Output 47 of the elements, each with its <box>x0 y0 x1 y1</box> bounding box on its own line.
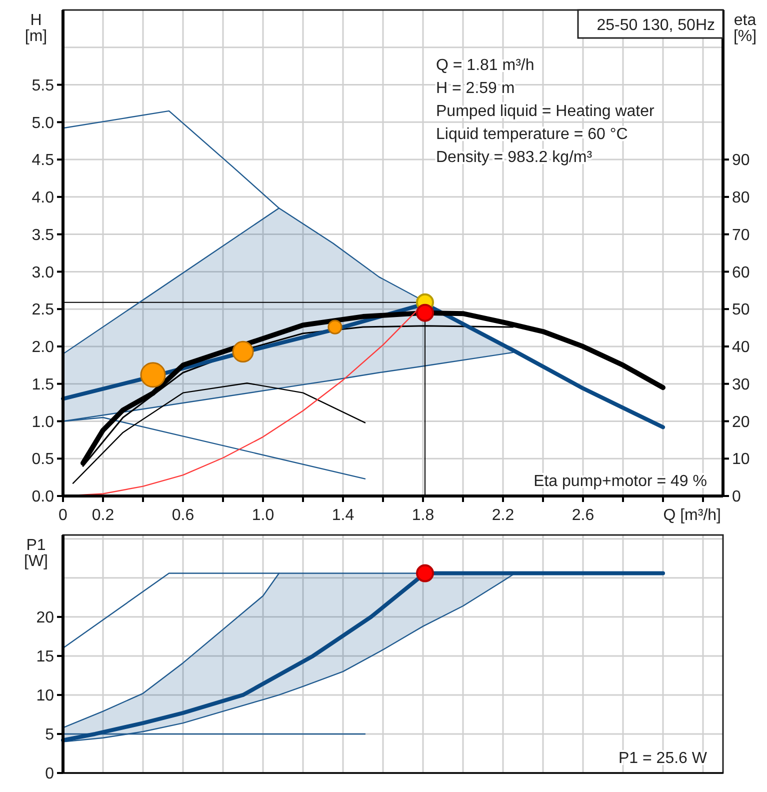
y2-tick-label: 20 <box>732 414 750 431</box>
y-tick-label: 2.0 <box>32 339 54 356</box>
annotation: Eta pump+motor = 49 % <box>534 473 707 490</box>
chart-title: 25-50 130, 50Hz <box>596 17 715 34</box>
y-tick-label: 5 <box>45 726 54 744</box>
annotation: Q = 1.81 m³/h <box>436 57 534 74</box>
y-tick-label: 1.5 <box>32 376 54 394</box>
y-axis-title: P1 [W] <box>24 537 48 570</box>
annotation: P1 = 25.6 W <box>618 750 708 767</box>
y-tick-label: 5.0 <box>32 114 54 132</box>
y2-tick-label: 70 <box>732 226 750 244</box>
y2-tick-label: 90 <box>732 152 750 170</box>
x-tick-label: 2.6 <box>572 507 594 524</box>
y-tick-label: 1.0 <box>32 414 54 431</box>
x-tick-label: 0.6 <box>172 507 194 524</box>
y-tick-label: 2.5 <box>32 302 54 319</box>
x-tick-label: 1.0 <box>252 507 274 524</box>
annotation: H = 2.59 m <box>436 80 515 97</box>
y-tick-label: 0 <box>45 766 54 783</box>
y2-tick-label: 30 <box>732 376 750 394</box>
x-tick-label: 1.4 <box>332 507 354 524</box>
x-tick-label: 2.2 <box>492 507 514 524</box>
y-tick-label: 10 <box>36 688 54 705</box>
y-tick-label: 0.0 <box>32 488 54 506</box>
y-tick-label: 0.5 <box>32 451 54 468</box>
annotation: Pumped liquid = Heating water <box>436 103 656 120</box>
x-axis-title: Q [m³/h] <box>663 507 721 524</box>
y2-tick-label: 40 <box>732 339 750 356</box>
y2-tick-label: 50 <box>732 302 750 319</box>
y-tick-label: 15 <box>36 648 54 666</box>
y-tick-label: 5.5 <box>32 77 54 94</box>
x-tick-label: 0 <box>58 507 68 524</box>
y2-tick-label: 80 <box>732 190 750 207</box>
y-tick-label: 4.0 <box>32 190 54 207</box>
y2-tick-label: 0 <box>732 488 741 506</box>
x-tick-label: 1.8 <box>412 507 434 524</box>
y-axis-title: H [m] <box>24 12 48 45</box>
x-tick-label: 0.2 <box>92 507 114 524</box>
y2-tick-label: 10 <box>732 451 750 468</box>
y-tick-label: 20 <box>36 610 54 627</box>
annotation: Liquid temperature = 60 °C <box>436 126 628 143</box>
y-tick-label: 4.5 <box>32 152 54 170</box>
y-tick-label: 3.0 <box>32 264 54 282</box>
y2-axis-title: eta [%] <box>733 12 757 45</box>
annotation: Density = 983.2 kg/m³ <box>436 149 593 166</box>
y2-tick-label: 60 <box>732 264 750 282</box>
y-tick-label: 3.5 <box>32 226 54 244</box>
